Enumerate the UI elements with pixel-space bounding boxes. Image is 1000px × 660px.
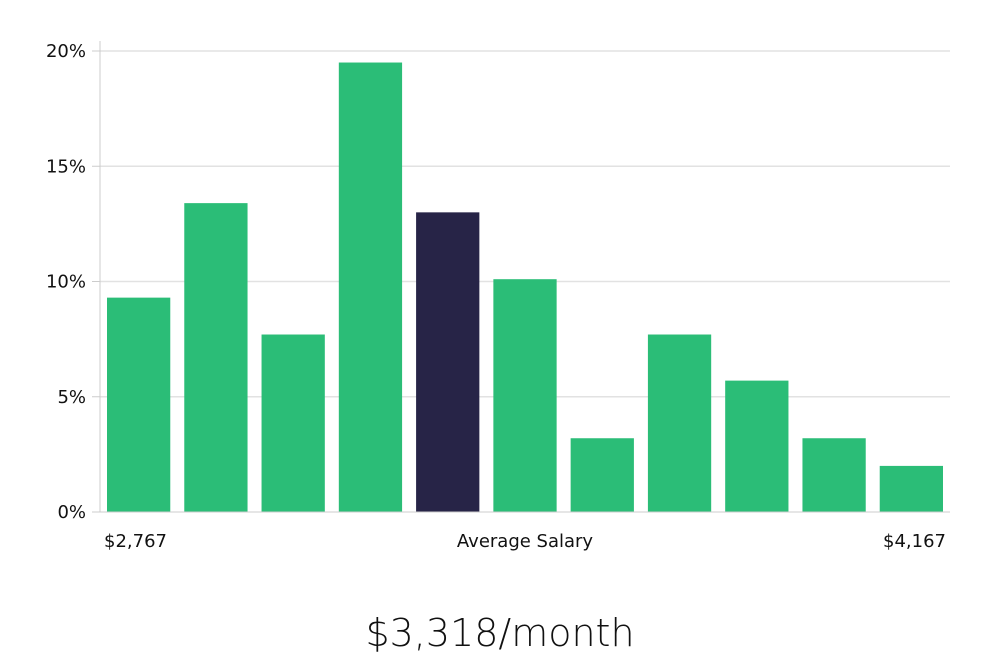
histogram-bar (570, 438, 634, 512)
histogram-bar (802, 438, 866, 512)
x-axis-max-label: $4,167 (883, 531, 946, 552)
y-tick-label: 5% (57, 387, 86, 408)
average-salary-value: $3,318/month (365, 611, 635, 655)
histogram-bar (338, 62, 403, 513)
histogram-bar (107, 297, 171, 512)
x-axis-min-label: $2,767 (104, 531, 167, 552)
histogram-bar (647, 334, 712, 512)
histogram-bar (879, 465, 943, 512)
y-tick-label: 0% (57, 502, 86, 523)
salary-histogram-chart: 0% 5% 10% 15% 20% $2,767 Average Salary $4,1… (46, 41, 950, 552)
y-tick-label: 15% (46, 156, 86, 177)
histogram-bar (184, 203, 248, 512)
histogram-bar (725, 380, 789, 512)
histogram-bar (261, 334, 325, 512)
y-tick-label: 10% (46, 272, 86, 293)
histogram-bars (107, 62, 943, 513)
average-salary-bar (416, 212, 480, 512)
y-axis-tick-labels: 0% 5% 10% 15% 20% (46, 41, 86, 523)
histogram-bar (493, 279, 557, 512)
y-tick-label: 20% (46, 41, 86, 62)
x-axis-title: Average Salary (457, 531, 594, 552)
